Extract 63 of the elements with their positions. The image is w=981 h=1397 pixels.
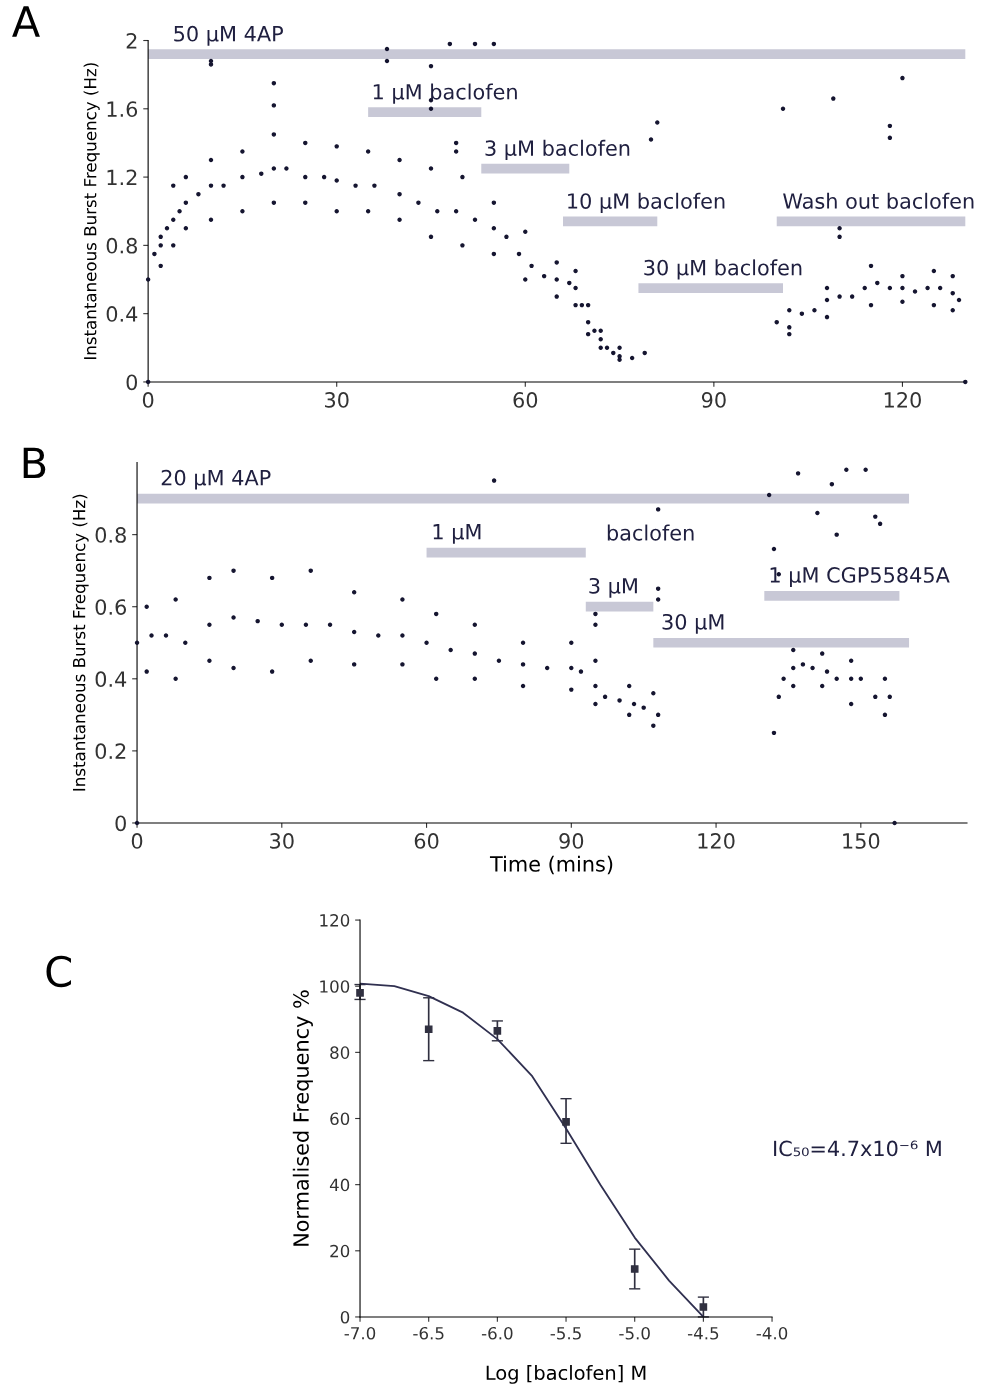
y-tick-label: 0.2: [95, 743, 126, 760]
series-label: 3 µM baclofen: [485, 139, 630, 161]
y-tick-label: 100: [320, 980, 350, 993]
x-tick-label: -5.5: [550, 1327, 581, 1340]
point: [630, 1265, 639, 1273]
x-tick-label: -6.5: [413, 1326, 444, 1340]
point: [562, 1117, 570, 1126]
y-tick-label: 0.8: [106, 237, 137, 254]
y-tick-label: 20: [330, 1244, 350, 1258]
x-tick-label: -7.0: [344, 1326, 376, 1340]
x-tick-label: -4.0: [756, 1326, 788, 1340]
series-label: 20 µM 4AP: [161, 469, 271, 490]
point: [493, 1027, 502, 1035]
point: [424, 1025, 433, 1034]
x-tick-label: 60: [513, 392, 538, 408]
x-tick-label: 0: [142, 392, 154, 408]
x-tick-label: -6.0: [481, 1326, 513, 1340]
y-tick-label: 2: [126, 32, 137, 49]
text: IC₅₀=4.7x10⁻⁶ M: [774, 1140, 941, 1157]
x-tick-label: 60: [414, 833, 439, 849]
y-tick-label: 1.2: [107, 169, 137, 185]
series-label: 3 µM: [589, 577, 637, 598]
y-axis-title: Normalised Frequency %: [292, 990, 313, 1246]
x-tick-label: -5.0: [619, 1326, 650, 1340]
x-tick-label: 90: [701, 392, 726, 408]
x-tick-label: 90: [559, 833, 584, 849]
x-tick-label: 120: [884, 392, 921, 408]
annotation: baclofen: [607, 524, 694, 541]
point: [356, 989, 364, 997]
series-label: 30 µM: [662, 613, 724, 634]
y-tick-label: 0.6: [95, 599, 127, 615]
x-tick-label: 30: [270, 833, 294, 849]
y-tick-label: 40: [329, 1178, 350, 1192]
series-label: Wash out baclofen: [783, 192, 974, 209]
x-tick-label: 120: [698, 833, 735, 849]
y-tick-label: 0: [340, 1310, 350, 1324]
series-label: 1 µM baclofen: [373, 83, 517, 104]
y-tick-label: 60: [330, 1112, 350, 1126]
series-label: 1 µM: [433, 524, 481, 544]
y-tick-label: 0: [126, 374, 138, 391]
line-series: [359, 982, 705, 1318]
y-tick-label: 120: [320, 914, 350, 927]
chart-title: A: [12, 6, 40, 37]
y-tick-label: 0.4: [106, 306, 138, 322]
chart-title: B: [23, 447, 46, 479]
series-label: 1 µM CGP55845A: [770, 567, 950, 587]
text: C: [46, 955, 71, 988]
x-axis-title: Time (mins): [489, 855, 613, 875]
point: [699, 1303, 708, 1311]
series-label: 30 µM baclofen: [644, 259, 802, 280]
y-axis-title: Instantaneous Burst Frequency (Hz): [83, 63, 100, 359]
series-label: 10 µM baclofen: [568, 192, 725, 213]
x-tick-label: -4.5: [687, 1327, 719, 1340]
y-tick-label: 0: [115, 815, 126, 832]
series-label: 50 µM 4AP: [174, 25, 283, 46]
y-tick-label: 0.8: [95, 527, 126, 543]
x-tick-label: 30: [325, 392, 349, 408]
y-tick-label: 80: [330, 1046, 350, 1059]
y-tick-label: 1.6: [107, 101, 138, 118]
x-tick-label: 150: [843, 833, 880, 849]
x-axis-title: Log [baclofen] M: [486, 1365, 646, 1384]
y-axis-title: Instantaneous Burst Frequency (Hz): [72, 494, 89, 791]
y-tick-label: 0.4: [95, 671, 127, 688]
